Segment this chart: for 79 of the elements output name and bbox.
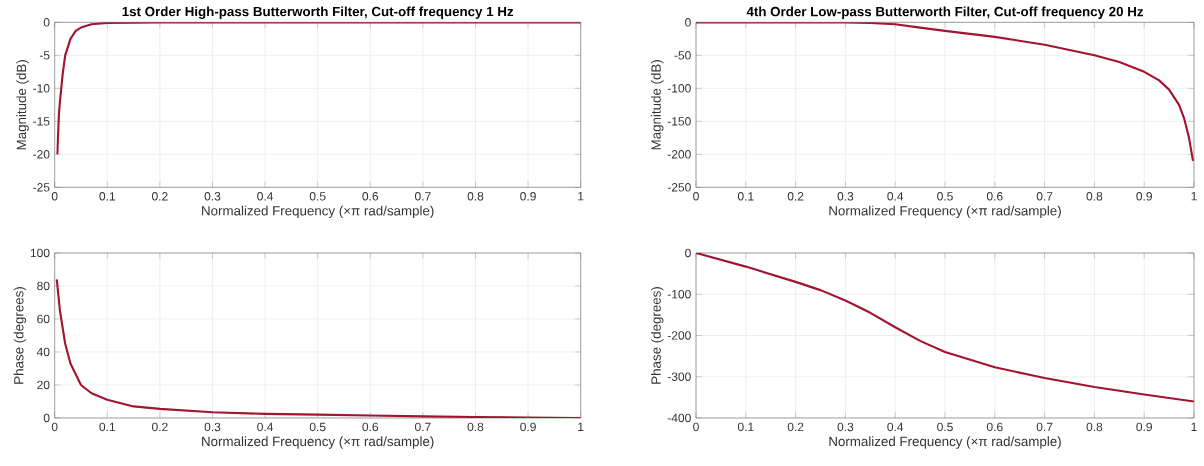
y-tick-label: -400 — [667, 413, 691, 423]
x-tick-label: 0.8 — [1086, 422, 1103, 432]
y-tick-label: -250 — [667, 183, 691, 192]
x-tick-label: 0.2 — [787, 422, 804, 432]
y-axis-title: Magnitude (dB) — [16, 60, 29, 150]
y-tick-label: 20 — [37, 380, 50, 390]
y-tick-label: -300 — [667, 372, 691, 381]
x-tick-label: 0.4 — [257, 422, 274, 432]
x-tick-label: 0.9 — [1136, 422, 1152, 432]
y-tick-label: -15 — [33, 117, 50, 126]
x-tick-label: 0.5 — [309, 422, 326, 432]
x-axis-title: Normalized Frequency (×π rad/sample) — [829, 205, 1061, 219]
y-tick-label: -200 — [667, 331, 691, 340]
y-tick-label: 100 — [30, 248, 50, 258]
x-tick-label: 0.3 — [204, 192, 221, 201]
x-tick-label: 0.3 — [837, 422, 854, 432]
x-tick-label: 0.9 — [520, 192, 536, 201]
y-tick-label: -150 — [667, 117, 691, 126]
x-tick-label: 1 — [1191, 422, 1197, 431]
x-tick-label: 0.1 — [737, 192, 754, 201]
x-tick-label: 0.9 — [1136, 192, 1152, 201]
x-tick-label: 0.5 — [309, 192, 326, 201]
x-tick-label: 0.7 — [1036, 422, 1053, 432]
x-tick-label: 0.3 — [204, 422, 221, 432]
y-tick-label: -50 — [674, 51, 691, 60]
x-tick-label: 1 — [578, 192, 584, 201]
x-axis-title: Normalized Frequency (×π rad/sample) — [202, 436, 434, 449]
x-tick-label: 0.8 — [1086, 192, 1103, 201]
y-tick-label: -5 — [39, 51, 50, 60]
x-tick-label: 0.1 — [737, 422, 754, 432]
x-tick-label: 0.7 — [414, 192, 431, 201]
line-series — [55, 278, 581, 418]
x-tick-label: 0.4 — [887, 422, 904, 432]
y-tick-label: 60 — [37, 314, 50, 324]
x-axis-title: Normalized Frequency (×π rad/sample) — [202, 205, 434, 219]
y-tick-label: -10 — [33, 84, 50, 93]
x-tick-label: 0 — [51, 422, 58, 432]
x-tick-label: 0.8 — [467, 192, 484, 201]
x-tick-label: 0.2 — [151, 192, 168, 201]
x-tick-label: 0.5 — [937, 192, 953, 201]
chart-title: 1st Order High-pass Butterworth Filter, Cut-off frequency 1 Hz — [122, 6, 514, 19]
y-tick-label: 0 — [685, 18, 691, 27]
y-tick-label: -200 — [667, 150, 691, 159]
y-tick-label: 80 — [37, 281, 50, 291]
y-axis-title: Phase (degrees) — [651, 287, 664, 384]
y-tick-label: 0 — [43, 413, 50, 423]
y-axis-title: Magnitude (dB) — [651, 60, 664, 150]
x-tick-label: 0.8 — [467, 422, 484, 432]
y-tick-label: 0 — [43, 18, 50, 27]
x-tick-label: 0.7 — [414, 422, 431, 432]
line-series — [696, 252, 1194, 403]
x-tick-label: 0.1 — [99, 422, 116, 432]
y-tick-label: 40 — [36, 347, 50, 357]
y-axis-title: Phase (degrees) — [13, 287, 27, 384]
x-tick-label: 0.2 — [787, 192, 804, 201]
x-tick-label: 0.6 — [986, 192, 1003, 201]
y-tick-label: -100 — [667, 289, 691, 299]
y-tick-label: -20 — [33, 150, 50, 159]
x-tick-label: 1 — [1191, 192, 1197, 201]
x-tick-label: 0.9 — [520, 422, 536, 432]
chart-title: 4th Order Low-pass Butterworth Filter, Cut-off frequency 20 Hz — [746, 6, 1144, 19]
y-tick-label: -25 — [33, 183, 50, 192]
x-tick-label: 0.6 — [986, 422, 1003, 432]
x-tick-label: 0 — [51, 192, 58, 201]
x-tick-label: 0.7 — [1036, 192, 1053, 201]
x-tick-label: 0.4 — [887, 192, 904, 201]
x-tick-label: 0.6 — [362, 422, 379, 432]
x-tick-label: 0.1 — [99, 192, 116, 201]
x-tick-label: 1 — [578, 422, 584, 431]
x-tick-label: 0.3 — [837, 192, 854, 201]
x-tick-label: 0.4 — [257, 192, 274, 201]
x-tick-label: 0.2 — [151, 422, 168, 432]
x-tick-label: 0.6 — [362, 192, 379, 201]
x-axis-title: Normalized Frequency (×π rad/sample) — [829, 436, 1061, 449]
x-tick-label: 0.5 — [937, 422, 953, 432]
y-tick-label: 0 — [685, 248, 691, 258]
x-tick-label: 0 — [693, 192, 699, 201]
x-tick-label: 0 — [693, 422, 699, 432]
y-tick-label: -100 — [667, 84, 691, 93]
